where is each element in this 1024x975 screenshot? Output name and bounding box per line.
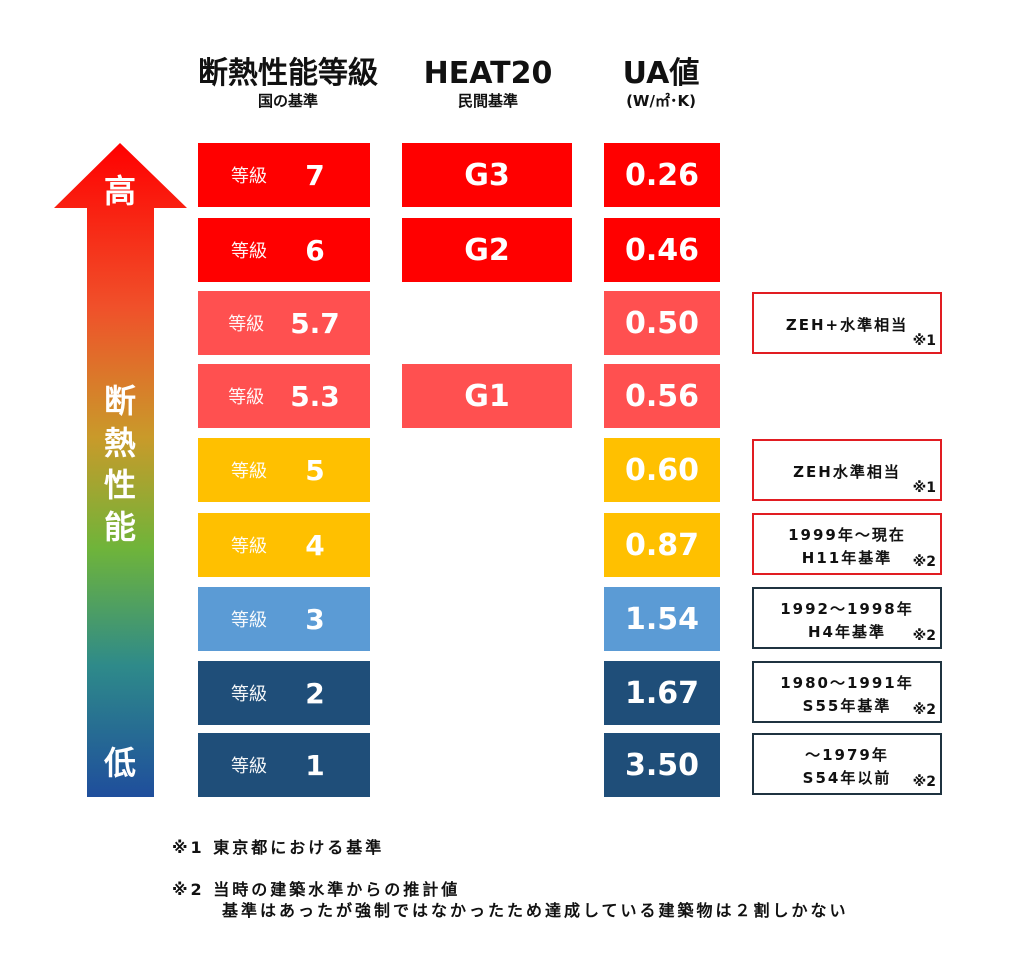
ua-cell: 3.50 — [604, 733, 720, 797]
note-mark: ※2 — [912, 774, 936, 790]
footnote-2: ※2 当時の建築水準からの推計値 — [172, 880, 461, 899]
note-s55: 1980～1991年 S55年基準 ※2 — [752, 661, 942, 723]
grade-label: 等級 — [231, 536, 267, 557]
ua-cell: 0.60 — [604, 438, 720, 502]
grade-cell-1: 等級 1 — [198, 733, 370, 797]
grade-cell-4: 等級 4 — [198, 513, 370, 577]
grade-label: 等級 — [231, 461, 267, 482]
note-h11: 1999年～現在 H11年基準 ※2 — [752, 513, 942, 575]
heat20-cell-g1: G1 — [402, 364, 572, 428]
grade-cell-2: 等級 2 — [198, 661, 370, 725]
grade-label: 等級 — [228, 387, 265, 408]
arrow-label-mid-1: 断 — [103, 382, 136, 420]
note-line2: H11年基準 — [801, 549, 893, 567]
ua-cell: 0.87 — [604, 513, 720, 577]
grade-number: 3 — [305, 602, 325, 636]
header-ua: UA値 (W/㎡･K) — [596, 57, 726, 111]
grade-number: 1 — [305, 748, 325, 782]
footnote-2-detail: 基準はあったが強制ではなかったため達成している建築物は２割しかない — [222, 901, 849, 920]
note-mark: ※2 — [912, 554, 936, 570]
ua-cell: 1.67 — [604, 661, 720, 725]
note-zeh: ZEH水準相当 ※1 — [752, 439, 942, 501]
note-s54: ～1979年 S54年以前 ※2 — [752, 733, 942, 795]
grade-number: 2 — [305, 676, 325, 710]
note-line1: ZEH+水準相当 — [785, 316, 909, 334]
arrow-label-mid-2: 熱 — [103, 424, 136, 462]
header-grade-title: 断熱性能等級 — [198, 56, 378, 91]
header-grade: 断熱性能等級 国の基準 — [188, 57, 388, 111]
grade-number: 4 — [305, 528, 325, 562]
ua-cell: 1.54 — [604, 587, 720, 651]
note-mark: ※1 — [912, 333, 936, 349]
grade-label: 等級 — [231, 241, 267, 262]
note-mark: ※2 — [912, 702, 936, 718]
heat20-cell-g2: G2 — [402, 218, 572, 282]
arrow-label-mid-4: 能 — [103, 508, 136, 546]
note-mark: ※2 — [912, 628, 936, 644]
ua-cell: 0.56 — [604, 364, 720, 428]
ua-cell: 0.50 — [604, 291, 720, 355]
grade-number: 5.7 — [290, 306, 340, 340]
grade-number: 5.3 — [290, 379, 340, 413]
ua-cell: 0.26 — [604, 143, 720, 207]
grade-cell-5-7: 等級 5.7 — [198, 291, 370, 355]
arrow-shape — [54, 143, 187, 797]
note-line1: 1992～1998年 — [780, 600, 914, 618]
header-ua-title: UA値 — [622, 56, 700, 91]
note-line1: 1980～1991年 — [780, 674, 914, 692]
arrow-label-high: 高 — [103, 172, 136, 210]
grade-number: 6 — [305, 233, 325, 267]
grade-label: 等級 — [231, 166, 267, 187]
grade-cell-7: 等級 7 — [198, 143, 370, 207]
header-heat20-sub: 民間基準 — [457, 92, 518, 110]
note-zeh-plus: ZEH+水準相当 ※1 — [752, 292, 942, 354]
ua-cell: 0.46 — [604, 218, 720, 282]
grade-cell-6: 等級 6 — [198, 218, 370, 282]
header-grade-sub: 国の基準 — [257, 92, 318, 110]
grade-label: 等級 — [231, 610, 267, 631]
grade-cell-5-3: 等級 5.3 — [198, 364, 370, 428]
note-line2: S54年以前 — [802, 769, 892, 787]
note-line2: S55年基準 — [802, 697, 892, 715]
note-line1: ～1979年 — [805, 746, 889, 764]
header-ua-sub: (W/㎡･K) — [626, 92, 696, 110]
footnote-1: ※1 東京都における基準 — [172, 838, 385, 857]
note-mark: ※1 — [912, 480, 936, 496]
arrow-label-low: 低 — [103, 744, 136, 782]
grade-cell-5: 等級 5 — [198, 438, 370, 502]
note-h4: 1992～1998年 H4年基準 ※2 — [752, 587, 942, 649]
heat20-cell-g3: G3 — [402, 143, 572, 207]
note-line1: ZEH水準相当 — [793, 463, 901, 481]
grade-label: 等級 — [231, 684, 267, 705]
grade-label: 等級 — [228, 314, 265, 335]
note-line1: 1999年～現在 — [788, 526, 906, 544]
grade-label: 等級 — [231, 756, 267, 777]
header-heat20: HEAT20 民間基準 — [398, 57, 578, 111]
grade-number: 7 — [305, 158, 325, 192]
arrow-label-mid-3: 性 — [103, 466, 136, 504]
note-line2: H4年基準 — [808, 623, 886, 641]
grade-number: 5 — [305, 453, 325, 487]
performance-arrow — [54, 143, 187, 797]
header-heat20-title: HEAT20 — [423, 56, 553, 91]
grade-cell-3: 等級 3 — [198, 587, 370, 651]
